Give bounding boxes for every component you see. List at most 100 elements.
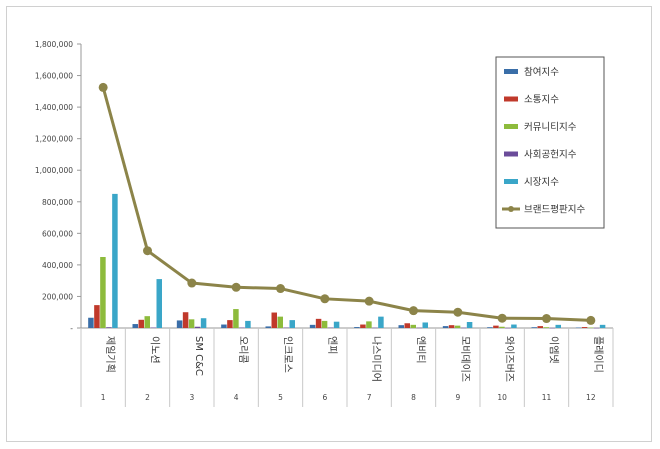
legend-entry: 소통지수 bbox=[524, 95, 559, 106]
bar-1-8 bbox=[398, 325, 404, 328]
rank-label: 12 bbox=[586, 393, 596, 402]
bar-3-1 bbox=[100, 257, 106, 328]
legend-swatch bbox=[504, 179, 518, 184]
legend-entry: 시장지수 bbox=[524, 177, 559, 188]
bar-5-7 bbox=[378, 316, 384, 328]
category-label: 엔피 bbox=[326, 336, 338, 354]
legend-swatch bbox=[504, 151, 518, 157]
brand-index-point-12 bbox=[586, 315, 596, 325]
rank-label: 9 bbox=[455, 393, 460, 402]
bar-2-8 bbox=[404, 323, 410, 328]
legend-entry: 사회공헌지수 bbox=[524, 150, 577, 161]
bar-5-4 bbox=[245, 320, 251, 328]
brand-index-point-5 bbox=[276, 284, 285, 294]
bar-2-12 bbox=[581, 327, 588, 328]
legend-swatch bbox=[504, 124, 518, 129]
bar-4-3 bbox=[194, 326, 201, 328]
brand-index-point-8 bbox=[409, 306, 418, 316]
bar-1-3 bbox=[176, 320, 183, 328]
bar-5-9 bbox=[466, 322, 473, 328]
bar-2-1 bbox=[94, 305, 100, 328]
bar-4-4 bbox=[239, 327, 245, 329]
category-label: 와이즈버즈 bbox=[503, 336, 515, 382]
bar-3-2 bbox=[144, 316, 150, 328]
bar-2-11 bbox=[537, 326, 543, 328]
category-label: 오리콤 bbox=[237, 336, 249, 364]
bar-3-4 bbox=[233, 309, 239, 328]
brand-index-point-1 bbox=[98, 82, 108, 92]
brand-index-point-4 bbox=[231, 282, 241, 292]
bar-2-10 bbox=[493, 325, 499, 328]
legend-swatch bbox=[504, 69, 518, 74]
bar-3-6 bbox=[321, 320, 328, 328]
brand-index-point-6 bbox=[320, 294, 330, 304]
legend-box bbox=[495, 56, 605, 229]
y-tick-label: 1,400,000 bbox=[35, 103, 73, 112]
bar-4-11 bbox=[549, 327, 555, 329]
bar-4-2 bbox=[150, 327, 156, 329]
legend-entry: 커뮤니티지수 bbox=[524, 122, 577, 133]
category-label: 나스미디어 bbox=[370, 336, 382, 382]
bar-5-3 bbox=[200, 318, 207, 328]
bar-1-5 bbox=[265, 326, 271, 328]
bar-2-4 bbox=[227, 320, 233, 328]
bar-4-7 bbox=[372, 327, 378, 329]
rank-label: 5 bbox=[278, 393, 283, 402]
category-label: 이엠넷 bbox=[548, 336, 560, 364]
bar-4-6 bbox=[327, 327, 334, 329]
bar-2-6 bbox=[315, 318, 322, 328]
bar-1-11 bbox=[531, 327, 537, 328]
brand-reputation-chart: - 200,000 400,000 600,000 800,000 1,000,000 1,… bbox=[35, 40, 614, 407]
category-label: 플레이디 bbox=[592, 336, 604, 373]
bar-2-3 bbox=[182, 312, 189, 328]
category-label: SM C&C bbox=[193, 336, 204, 376]
brand-index-point-7 bbox=[364, 296, 374, 306]
bar-5-11 bbox=[555, 324, 561, 328]
rank-label: 2 bbox=[145, 393, 150, 402]
y-tick-label: 1,000,000 bbox=[35, 166, 73, 175]
y-tick-label: 1,600,000 bbox=[35, 72, 73, 81]
bar-5-1 bbox=[112, 193, 118, 328]
category-label: 인크로스 bbox=[282, 336, 294, 373]
bar-4-9 bbox=[460, 327, 467, 329]
bar-4-5 bbox=[283, 327, 289, 329]
rank-label: 6 bbox=[322, 393, 327, 402]
y-tick-label: 800,000 bbox=[42, 198, 73, 207]
rank-label: 11 bbox=[542, 393, 552, 402]
bar-3-10 bbox=[499, 326, 505, 328]
bar-3-3 bbox=[188, 319, 195, 328]
bar-4-10 bbox=[505, 327, 511, 329]
bar-3-9 bbox=[454, 325, 461, 328]
bar-4-8 bbox=[416, 327, 422, 329]
y-tick-label: 600,000 bbox=[42, 229, 73, 238]
bar-1-6 bbox=[309, 324, 316, 328]
bar-5-8 bbox=[422, 322, 428, 328]
y-tick-label: - bbox=[70, 324, 73, 333]
bar-3-5 bbox=[277, 316, 283, 328]
bar-3-12 bbox=[587, 327, 594, 329]
bar-1-12 bbox=[575, 327, 582, 329]
category-label: 엔비티 bbox=[415, 336, 427, 364]
bar-1-9 bbox=[442, 326, 449, 328]
y-tick-label: 1,800,000 bbox=[35, 40, 73, 49]
brand-index-point-9 bbox=[453, 307, 463, 317]
bar-2-9 bbox=[448, 325, 455, 328]
bar-2-5 bbox=[271, 312, 277, 328]
y-tick-label: 1,200,000 bbox=[35, 135, 73, 144]
y-tick-label: 400,000 bbox=[42, 261, 73, 270]
rank-label: 1 bbox=[101, 393, 106, 402]
rank-label: 8 bbox=[411, 393, 416, 402]
rank-label: 10 bbox=[497, 393, 507, 402]
bar-1-2 bbox=[132, 324, 138, 328]
legend-entry: 브랜드평판지수 bbox=[524, 205, 585, 216]
bar-3-8 bbox=[410, 324, 416, 328]
bar-5-10 bbox=[511, 324, 517, 328]
category-label: 모비데이즈 bbox=[459, 336, 471, 382]
bar-1-10 bbox=[487, 327, 493, 328]
brand-index-point-10 bbox=[497, 313, 507, 323]
brand-index-point-2 bbox=[143, 246, 152, 256]
legend-swatch bbox=[504, 96, 518, 102]
bar-5-5 bbox=[289, 320, 295, 328]
legend-swatch-marker bbox=[508, 206, 514, 212]
